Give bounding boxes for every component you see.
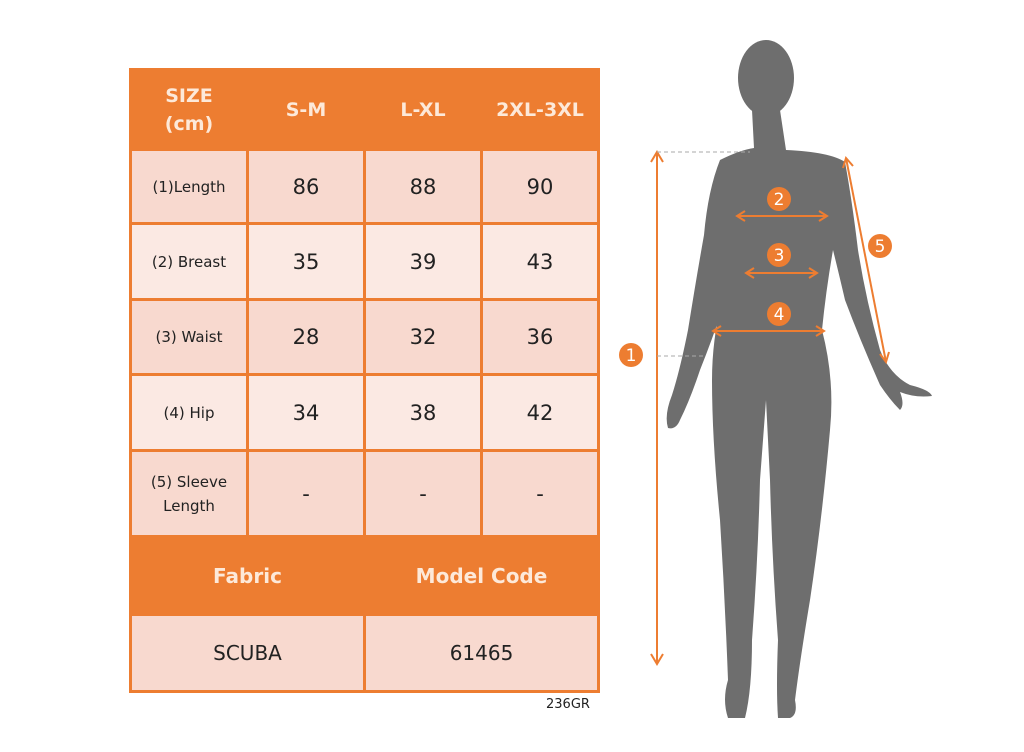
row-label: (1)Length xyxy=(129,148,249,225)
model-code-value: 61465 xyxy=(363,613,600,693)
header-row: SIZE (cm) S-M L-XL 2XL-3XL xyxy=(129,68,600,151)
guide-lines xyxy=(657,151,750,357)
cell-value: 86 xyxy=(246,148,366,225)
header-size-unit: SIZE (cm) xyxy=(129,68,249,151)
woman-silhouette xyxy=(666,40,932,718)
row-label: (3) Waist xyxy=(129,298,249,376)
table-row: (5) Sleeve Length - - - xyxy=(129,449,600,538)
cell-value: 90 xyxy=(480,148,600,225)
cell-value: 39 xyxy=(363,222,483,301)
row-label: (2) Breast xyxy=(129,222,249,301)
model-code-label: Model Code xyxy=(363,535,600,616)
marker-1: 1 xyxy=(619,343,643,367)
marker-4: 4 xyxy=(767,302,791,326)
cell-value: 36 xyxy=(480,298,600,376)
fabric-value-row: SCUBA 61465 xyxy=(129,613,600,693)
cell-value: 43 xyxy=(480,222,600,301)
marker-2: 2 xyxy=(767,187,791,211)
cell-value: 32 xyxy=(363,298,483,376)
row-label: (4) Hip xyxy=(129,373,249,452)
cell-value: 28 xyxy=(246,298,366,376)
svg-text:2: 2 xyxy=(774,190,785,210)
measurement-lines xyxy=(650,150,890,666)
table-row: (2) Breast 35 39 43 xyxy=(129,222,600,301)
header-size: 2XL-3XL xyxy=(480,68,600,151)
product-code: 236GR xyxy=(546,697,590,712)
cell-value: - xyxy=(363,449,483,538)
table-row: (1)Length 86 88 90 xyxy=(129,148,600,225)
cell-value: 38 xyxy=(363,373,483,452)
svg-text:5: 5 xyxy=(875,237,886,257)
svg-text:1: 1 xyxy=(626,346,637,366)
size-chart-table: SIZE (cm) S-M L-XL 2XL-3XL (1)Length 86 88 90 (2… xyxy=(129,68,600,693)
svg-text:4: 4 xyxy=(774,305,785,325)
fabric-label: Fabric xyxy=(129,535,366,616)
svg-text:3: 3 xyxy=(774,246,785,266)
fabric-header-row: Fabric Model Code xyxy=(129,535,600,616)
fabric-value: SCUBA xyxy=(129,613,366,693)
cell-value: - xyxy=(480,449,600,538)
marker-5: 5 xyxy=(868,234,892,258)
cell-value: 35 xyxy=(246,222,366,301)
table-row: (3) Waist 28 32 36 xyxy=(129,298,600,376)
body-measurement-figure: 1 2 3 4 5 xyxy=(619,40,932,718)
table-row: (4) Hip 34 38 42 xyxy=(129,373,600,452)
cell-value: 88 xyxy=(363,148,483,225)
cell-value: 34 xyxy=(246,373,366,452)
cell-value: 42 xyxy=(480,373,600,452)
marker-3: 3 xyxy=(767,243,791,267)
header-size: S-M xyxy=(246,68,366,151)
cell-value: - xyxy=(246,449,366,538)
header-size: L-XL xyxy=(363,68,483,151)
row-label: (5) Sleeve Length xyxy=(129,449,249,538)
